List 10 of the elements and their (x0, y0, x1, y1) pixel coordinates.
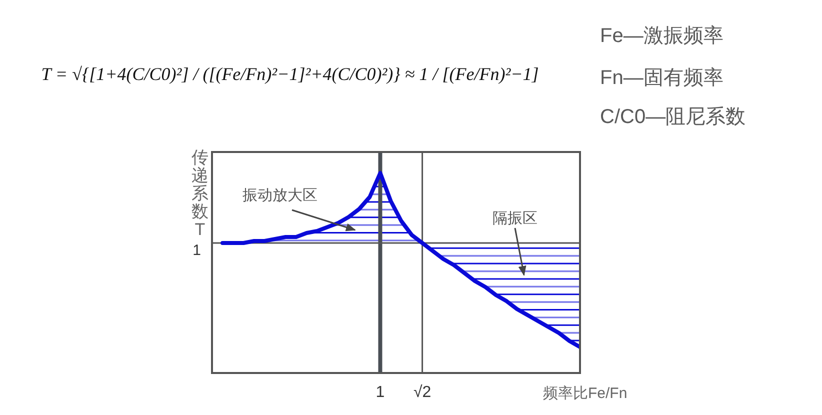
x-axis-title: 频率比Fe/Fn (543, 385, 628, 402)
text: Fe—激振频率 (600, 25, 724, 47)
text: C/C0—阻尼系数 (600, 106, 746, 128)
annotation: 振动放大区 (242, 187, 318, 204)
annotation: 隔振区 (492, 210, 538, 227)
ref-line-label: 1 (192, 242, 201, 259)
y-axis-title: 传递系数T (192, 148, 208, 239)
text: T = √{[1+4(C/C0)²] / ([(Fe/Fn)²−1]²+4(C/C0)²)} ≈ 1 / [(Fe/Fn)²−1] (41, 64, 539, 84)
text: Fn—固有频率 (600, 67, 724, 89)
x-tick-label: √2 (413, 384, 432, 401)
